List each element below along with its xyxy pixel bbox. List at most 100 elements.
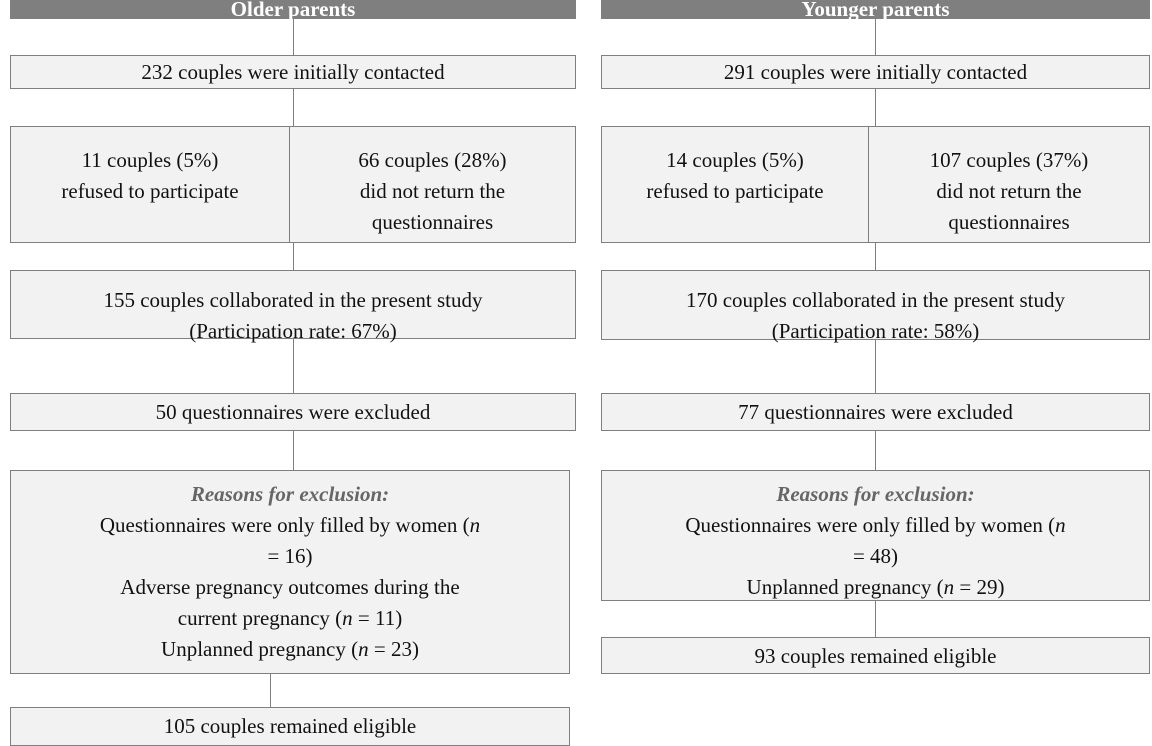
text: 77 questionnaires were excluded [738,400,1013,424]
text: n [943,575,955,599]
text: Reasons for exclusion: [190,482,390,506]
text-line: current pregnancy (n = 11) [11,603,569,634]
flow-box: Reasons for exclusion: Questionnaires wer… [601,470,1150,601]
text-line: refused to participate [602,176,868,207]
text-line: 14 couples (5%) [602,145,868,176]
connector [875,243,876,270]
connector [875,601,876,637]
text-line: 50 questionnaires were excluded [11,397,575,428]
flow-box: 232 couples were initially contacted [10,55,576,89]
text-line: (Participation rate: 58%) [602,316,1149,347]
text-line: 11 couples (5%) [11,145,289,176]
text-line: Questionnaires were only filled by women… [11,510,569,541]
text-line: Questionnaires were only filled by women… [602,510,1149,541]
box-cell: 66 couples (28%) did not return the questi… [289,127,575,242]
text: 11 couples (5%) [81,148,219,172]
text: 105 couples remained eligible [163,714,417,738]
text-line: Unplanned pregnancy (n = 29) [602,572,1149,603]
box-cell: 105 couples remained eligible [11,708,569,745]
box-cell: 107 couples (37%) did not return the quest… [868,127,1149,242]
box-cell: 232 couples were initially contacted [11,56,575,88]
connector [293,431,294,470]
text-line: 107 couples (37%) [869,145,1149,176]
connector [875,89,876,126]
text: Questionnaires were only filled by women… [99,513,470,537]
text: (Participation rate: 67%) [189,319,397,343]
text-line: = 16) [11,541,569,572]
text-line: 291 couples were initially contacted [602,57,1149,88]
text: = 48) [852,544,899,568]
text-line: did not return the [869,176,1149,207]
text: n [469,513,481,537]
text: Adverse pregnancy outcomes during the [120,575,460,599]
text-line: Adverse pregnancy outcomes during the [11,572,569,603]
text-line: 93 couples remained eligible [602,641,1149,672]
text: = 29) [954,575,1005,599]
connector [293,89,294,126]
flow-box: 11 couples (5%) refused to participate 66 … [10,126,576,243]
text: 170 couples collaborated in the present … [685,288,1066,312]
text: n [1055,513,1066,537]
text-line: questionnaires [869,207,1149,238]
text: n [342,606,353,630]
text: questionnaires [371,210,494,234]
text: Unplanned pregnancy ( [161,637,359,661]
connector [270,674,271,707]
text: 50 questionnaires were excluded [155,400,431,424]
flow-box: Reasons for exclusion: Questionnaires wer… [10,470,570,674]
box-cell: 77 questionnaires were excluded [602,394,1149,430]
text: did not return the [359,179,506,203]
text: Questionnaires were only filled by women… [685,513,1056,537]
text-line: Reasons for exclusion: [11,479,569,510]
box-cell: 93 couples remained eligible [602,638,1149,673]
box-cell: 291 couples were initially contacted [602,56,1149,88]
flow-box: 291 couples were initially contacted [601,55,1150,89]
connector [293,19,294,55]
box-cell: Reasons for exclusion: Questionnaires wer… [11,471,569,673]
text-line: = 48) [602,541,1149,572]
text: 155 couples collaborated in the present … [103,288,483,312]
flow-box: 93 couples remained eligible [601,637,1150,674]
connector [293,243,294,270]
connector [875,19,876,55]
text-line: did not return the [290,176,575,207]
text: 14 couples (5%) [666,148,804,172]
box-cell: 11 couples (5%) refused to participate [11,127,289,242]
text: did not return the [936,179,1082,203]
text-line: 105 couples remained eligible [11,711,569,742]
column-header: Older parents [10,0,576,19]
text-line: 66 couples (28%) [290,145,575,176]
text: 107 couples (37%) [929,148,1089,172]
connector [293,339,294,393]
box-cell: 155 couples collaborated in the present … [11,271,575,343]
text: Reasons for exclusion: [776,482,975,506]
flow-box: 77 questionnaires were excluded [601,393,1150,431]
text-line: Reasons for exclusion: [602,479,1149,510]
text-line: refused to participate [11,176,289,207]
box-cell: 170 couples collaborated in the present … [602,271,1149,343]
flow-box: 50 questionnaires were excluded [10,393,576,431]
text: (Participation rate: 58%) [771,319,980,343]
text: = 16) [267,544,313,568]
text: refused to participate [61,179,239,203]
text: questionnaires [948,210,1070,234]
text-line: 155 couples collaborated in the present … [11,285,575,316]
flow-box: 170 couples collaborated in the present … [601,270,1150,343]
box-cell: 14 couples (5%) refused to participate [602,127,868,242]
box-cell: Reasons for exclusion: Questionnaires wer… [602,471,1149,600]
column-header: Younger parents [601,0,1150,19]
text: 66 couples (28%) [358,148,507,172]
text: Unplanned pregnancy ( [746,575,944,599]
text: current pregnancy ( [177,606,343,630]
text: 232 couples were initially contacted [141,60,445,84]
text: 93 couples remained eligible [754,644,997,668]
text: 291 couples were initially contacted [723,60,1028,84]
text: = 23) [368,637,419,661]
text: refused to participate [646,179,824,203]
text-line: 232 couples were initially contacted [11,57,575,88]
text: = 11) [352,606,403,630]
connector [875,340,876,393]
text-line: questionnaires [290,207,575,238]
flow-box: 14 couples (5%) refused to participate 107… [601,126,1150,243]
